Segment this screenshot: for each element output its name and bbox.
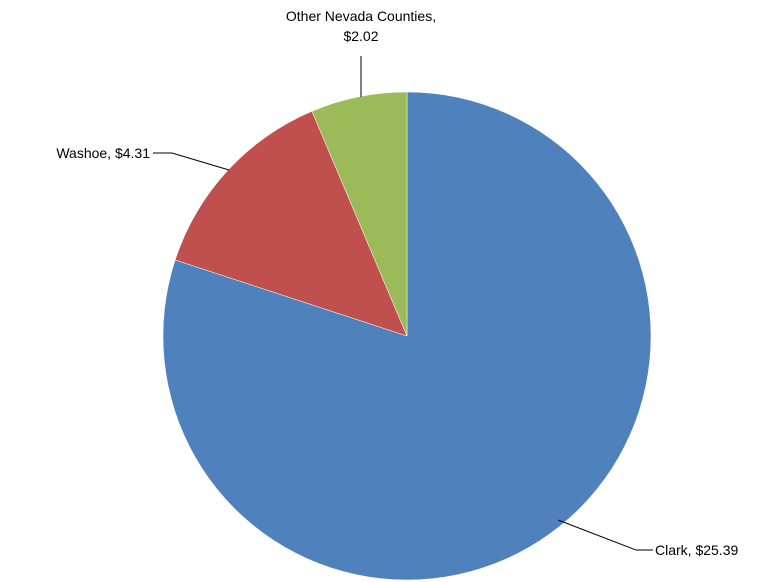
slice-label-line: Other Nevada Counties, (286, 8, 436, 24)
labels-layer: Clark, $25.39 Washoe, $4.31 Other Nevada C… (56, 8, 738, 558)
slice-label-washoe: Washoe, $4.31 (56, 145, 150, 161)
pie-slice-washoe (174, 110, 408, 337)
pie-slice-clark (162, 91, 652, 581)
slice-label-other: Other Nevada Counties, $2.02 (286, 8, 436, 44)
pie-slice-other (311, 91, 408, 337)
slice-label-clark: Clark, $25.39 (655, 542, 738, 558)
slice-label-line: $2.02 (343, 28, 378, 44)
slices-layer (162, 91, 652, 581)
leader-line-washoe (153, 152, 230, 171)
slice-label-line: Washoe, $4.31 (56, 145, 150, 161)
leader-lines-layer (153, 56, 653, 551)
slice-label-line: Clark, $25.39 (655, 542, 738, 558)
leader-line-clark (557, 519, 653, 551)
